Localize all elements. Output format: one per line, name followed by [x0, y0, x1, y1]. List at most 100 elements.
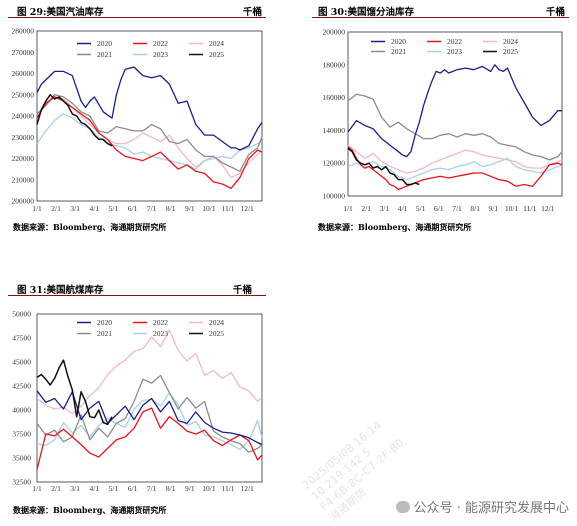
x-tick-label: 10/1 [505, 204, 519, 213]
distillate-inventory-chart: 200000 180000 160000 140000 120000 100000 1/1 2… [323, 28, 563, 213]
panel-source: 数据来源：Bloomberg、海通期货研究所 [13, 505, 167, 515]
panel-unit: 千桶 [243, 7, 263, 18]
y-tick-label: 35000 [12, 454, 31, 463]
legend-label-2021: 2021 [97, 329, 112, 338]
x-tick-label: 7/1 [147, 484, 157, 493]
x-tick-label: 9/1 [185, 484, 195, 493]
legend-label-2021: 2021 [391, 47, 406, 56]
x-tick-label: 6/1 [434, 204, 444, 213]
legend-label-2023: 2023 [153, 50, 168, 59]
x-tick-label: 9/1 [489, 204, 499, 213]
series-line-2022 [36, 407, 263, 470]
series-line-2020 [36, 66, 263, 151]
x-tick-label: 8/1 [470, 204, 480, 213]
y-tick-label: 280000 [12, 27, 35, 36]
legend-label-2022: 2022 [153, 318, 168, 327]
y-tick-label: 100000 [323, 192, 346, 201]
series-line-2020 [36, 390, 263, 446]
x-tick-label: 6/1 [128, 484, 138, 493]
y-tick-label: 240000 [12, 112, 35, 121]
series-line-2021 [36, 94, 263, 172]
panel-title: 图 29:美国汽油库存 [17, 7, 104, 18]
x-tick-label: 4/1 [90, 484, 100, 493]
series-line-2025 [347, 147, 420, 186]
legend-label-2020: 2020 [391, 37, 406, 46]
y-tick-label: 200000 [12, 197, 35, 206]
y-tick-label: 42500 [12, 382, 31, 391]
x-tick-label: 2/1 [361, 204, 371, 213]
x-tick-label: 12/1 [541, 204, 555, 213]
x-tick-label: 3/1 [70, 484, 80, 493]
legend-label-2021: 2021 [97, 50, 112, 59]
panel-source: 数据来源：Bloomberg、海通期货研究所 [318, 222, 472, 232]
series-line-2024 [36, 329, 263, 415]
title-rule [8, 295, 266, 296]
legend-label-2023: 2023 [447, 47, 462, 56]
x-tick-label: 10/1 [202, 204, 216, 213]
y-tick-label: 200000 [323, 28, 346, 37]
x-tick-label: 8/1 [166, 204, 176, 213]
x-tick-label: 1/1 [32, 204, 42, 213]
y-tick-label: 270000 [12, 48, 35, 57]
x-tick-label: 2/1 [51, 484, 61, 493]
y-tick-label: 140000 [323, 126, 346, 135]
series-line-2025 [36, 94, 113, 147]
panel-unit: 千桶 [546, 7, 566, 18]
y-tick-label: 180000 [323, 60, 346, 69]
legend-label-2020: 2020 [97, 318, 112, 327]
y-tick-label: 250000 [12, 90, 35, 99]
panel-title: 图 31:美国航煤库存 [17, 285, 104, 296]
legend-label-2025: 2025 [503, 47, 518, 56]
footer-text: 公众号 · 能源研究发展中心 [413, 501, 569, 516]
x-tick-label: 10/1 [202, 484, 216, 493]
panel-title: 图 30:美国馏分油库存 [318, 7, 415, 18]
x-tick-label: 7/1 [452, 204, 462, 213]
panel-unit: 千桶 [233, 285, 253, 296]
legend-label-2025: 2025 [209, 329, 224, 338]
y-tick-label: 230000 [12, 133, 35, 142]
series-line-2022 [347, 146, 563, 191]
plot-frame [347, 31, 563, 197]
y-tick-label: 120000 [323, 159, 346, 168]
y-tick-label: 47500 [12, 334, 31, 343]
title-rule [312, 17, 569, 18]
panel-source: 数据来源：Bloomberg、海通期货研究所 [13, 222, 167, 232]
x-tick-label: 1/1 [343, 204, 353, 213]
series-line-2024 [347, 144, 563, 174]
x-tick-label: 9/1 [185, 204, 195, 213]
series-line-2025 [36, 359, 113, 426]
x-tick-label: 11/1 [221, 204, 234, 213]
y-tick-label: 160000 [323, 93, 346, 102]
y-tick-label: 45000 [12, 358, 31, 367]
legend-label-2022: 2022 [447, 37, 462, 46]
x-tick-label: 11/1 [523, 204, 536, 213]
x-tick-label: 5/1 [109, 204, 119, 213]
y-tick-label: 40000 [12, 406, 31, 415]
y-tick-label: 220000 [12, 154, 35, 163]
series-line-2020 [347, 64, 562, 158]
wechat-footer: 公众号 · 能源研究发展中心 [395, 497, 569, 516]
x-tick-label: 7/1 [147, 204, 157, 213]
x-tick-label: 4/1 [398, 204, 408, 213]
x-tick-label: 5/1 [109, 484, 119, 493]
legend-label-2020: 2020 [97, 39, 112, 48]
legend-label-2024: 2024 [503, 37, 518, 46]
y-tick-label: 210000 [12, 175, 35, 184]
legend-label-2024: 2024 [209, 318, 224, 327]
plot-frame [36, 30, 263, 202]
legend-label-2024: 2024 [209, 39, 224, 48]
legend-label-2022: 2022 [153, 39, 168, 48]
jet-fuel-inventory-chart: 50000 47500 45000 42500 40000 37500 35000 32500… [12, 310, 263, 493]
x-tick-label: 12/1 [240, 484, 254, 493]
x-tick-label: 3/1 [70, 204, 80, 213]
y-tick-label: 260000 [12, 69, 35, 78]
series-line-2022 [36, 96, 263, 189]
x-tick-label: 6/1 [128, 204, 138, 213]
legend-label-2023: 2023 [153, 329, 168, 338]
y-tick-label: 50000 [12, 310, 31, 319]
series-line-2021 [347, 93, 563, 161]
y-tick-label: 32500 [12, 478, 31, 487]
wechat-icon [395, 501, 410, 513]
x-tick-label: 1/1 [32, 484, 42, 493]
x-tick-label: 12/1 [240, 204, 254, 213]
